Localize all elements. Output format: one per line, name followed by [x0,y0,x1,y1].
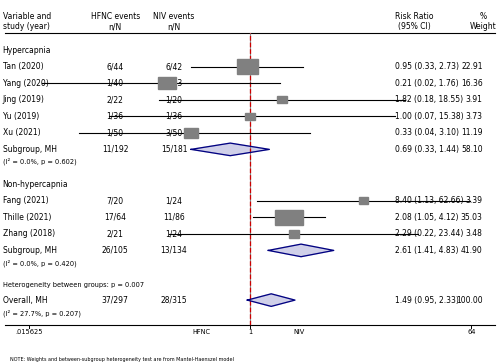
Text: 0.95 (0.33, 2.73): 0.95 (0.33, 2.73) [394,62,458,71]
Text: (I² = 27.7%, p = 0.207): (I² = 27.7%, p = 0.207) [2,310,80,317]
Text: 58.10: 58.10 [461,145,483,154]
Text: 2.08 (1.05, 4.12): 2.08 (1.05, 4.12) [394,213,458,222]
Text: 100.00: 100.00 [456,296,483,305]
Text: 64: 64 [467,329,475,335]
Text: 0.33 (0.04, 3.10): 0.33 (0.04, 3.10) [394,128,458,137]
Text: 1.00 (0.07, 15.38): 1.00 (0.07, 15.38) [394,112,463,121]
Bar [184,128,198,138]
Bar [236,59,258,74]
Bar [277,96,286,103]
Text: Jing (2019): Jing (2019) [2,95,44,104]
Bar [290,230,299,238]
Text: Fang (2021): Fang (2021) [2,196,48,205]
Text: Overall, MH: Overall, MH [2,296,47,305]
Bar [358,197,368,204]
Text: 35.03: 35.03 [461,213,483,222]
Text: 11/86: 11/86 [163,213,185,222]
Text: HFNC events: HFNC events [90,12,140,21]
Text: 0.69 (0.33, 1.44): 0.69 (0.33, 1.44) [394,145,458,154]
Text: Tan (2020): Tan (2020) [2,62,43,71]
Text: Risk Ratio: Risk Ratio [395,12,434,21]
Text: n/N: n/N [168,22,180,31]
Text: NIV: NIV [294,329,304,335]
Text: Non-hypercapnia: Non-hypercapnia [2,180,68,189]
Text: 1.49 (0.95, 2.33): 1.49 (0.95, 2.33) [394,296,458,305]
Text: 3.39: 3.39 [466,196,483,205]
Text: (I² = 0.0%, p = 0.602): (I² = 0.0%, p = 0.602) [2,157,76,165]
Text: 13/134: 13/134 [160,246,188,255]
Text: Xu (2021): Xu (2021) [2,128,40,137]
Text: 41.90: 41.90 [461,246,483,255]
Text: 2/21: 2/21 [107,229,124,238]
Bar [274,210,304,225]
Text: 0.21 (0.02, 1.76): 0.21 (0.02, 1.76) [394,79,458,88]
Text: 4/33: 4/33 [166,79,182,88]
Text: 3.73: 3.73 [466,112,483,121]
Text: NOTE: Weights and between-subgroup heterogeneity test are from Mantel-Haenszel m: NOTE: Weights and between-subgroup heter… [10,357,234,362]
Text: HFNC: HFNC [192,329,210,335]
Text: 6/44: 6/44 [106,62,124,71]
Text: NIV events: NIV events [154,12,194,21]
Text: 1: 1 [248,329,252,335]
Text: 2.61 (1.41, 4.83): 2.61 (1.41, 4.83) [394,246,458,255]
Polygon shape [268,244,334,257]
Text: Hypercapnia: Hypercapnia [2,46,51,55]
Text: 3.91: 3.91 [466,95,483,104]
Text: .015625: .015625 [15,329,42,335]
Text: %: % [479,12,486,21]
Text: 3.48: 3.48 [466,229,483,238]
Polygon shape [248,294,295,306]
Text: 2.29 (0.22, 23.44): 2.29 (0.22, 23.44) [394,229,463,238]
Text: Thille (2021): Thille (2021) [2,213,51,222]
Text: 8.40 (1.13, 62.66): 8.40 (1.13, 62.66) [394,196,463,205]
Text: (I² = 0.0%, p = 0.420): (I² = 0.0%, p = 0.420) [2,260,76,268]
Text: 1/36: 1/36 [106,112,124,121]
Text: 1/50: 1/50 [106,128,124,137]
Text: 28/315: 28/315 [160,296,188,305]
Text: 6/42: 6/42 [166,62,182,71]
Polygon shape [191,143,270,156]
Text: Heterogeneity between groups: p = 0.007: Heterogeneity between groups: p = 0.007 [2,282,144,288]
Text: 1/36: 1/36 [166,112,182,121]
Text: Yang (2020): Yang (2020) [2,79,48,88]
Text: (95% CI): (95% CI) [398,22,430,31]
Text: Subgroup, MH: Subgroup, MH [2,246,56,255]
Text: 1.82 (0.18, 18.55): 1.82 (0.18, 18.55) [394,95,462,104]
Text: 7/20: 7/20 [106,196,124,205]
Text: 37/297: 37/297 [102,296,128,305]
Text: 15/181: 15/181 [161,145,188,154]
Text: Zhang (2018): Zhang (2018) [2,229,54,238]
Bar [245,112,255,120]
Text: Weight: Weight [470,22,496,31]
Bar [158,77,176,90]
Text: 1/24: 1/24 [166,196,182,205]
Text: 22.91: 22.91 [461,62,483,71]
Text: 1/40: 1/40 [106,79,124,88]
Text: Subgroup, MH: Subgroup, MH [2,145,56,154]
Text: 16.36: 16.36 [461,79,483,88]
Text: 26/105: 26/105 [102,246,128,255]
Text: 3/50: 3/50 [166,128,182,137]
Text: 2/22: 2/22 [107,95,124,104]
Text: 1/20: 1/20 [166,95,182,104]
Text: study (year): study (year) [2,22,50,31]
Text: 11.19: 11.19 [461,128,483,137]
Text: 1/24: 1/24 [166,229,182,238]
Text: Yu (2019): Yu (2019) [2,112,39,121]
Text: 17/64: 17/64 [104,213,126,222]
Text: 11/192: 11/192 [102,145,128,154]
Text: Variable and: Variable and [2,12,51,21]
Text: n/N: n/N [108,22,122,31]
